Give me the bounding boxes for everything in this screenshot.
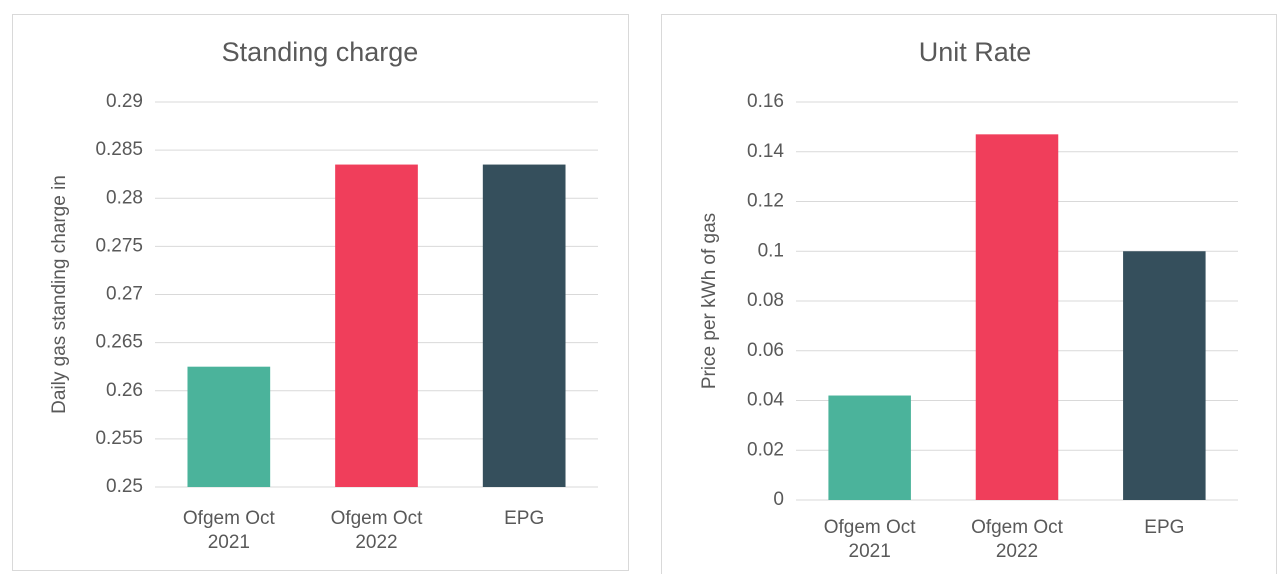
chart-frame <box>661 14 1277 574</box>
bar <box>482 164 566 487</box>
x-tick-label-box: EPG <box>504 508 545 529</box>
y-tick-label: 0.02 <box>747 439 784 460</box>
bar <box>828 395 911 500</box>
y-tick-label: 0.12 <box>747 191 784 212</box>
bar <box>335 164 418 487</box>
y-tick-label: 0.265 <box>95 332 143 353</box>
chart-frame <box>12 14 629 571</box>
x-tick-label-box: Ofgem Oct 2021 <box>182 508 275 553</box>
y-tick-label: 0.29 <box>106 91 143 112</box>
x-tick-label: Ofgem Oct 2022 <box>330 508 423 553</box>
x-tick-label: EPG <box>1144 517 1185 538</box>
y-tick-label: 0.1 <box>758 240 784 261</box>
y-tick-label: 0.06 <box>747 340 784 361</box>
x-tick-label: Ofgem Oct 2022 <box>971 517 1063 562</box>
x-tick-label: EPG <box>504 508 545 529</box>
y-tick-label: 0.26 <box>106 380 143 401</box>
y-tick-label: 0.08 <box>747 290 784 311</box>
y-axis-label: Daily gas standing charge in <box>49 175 70 414</box>
chart-title: Unit Rate <box>919 37 1032 67</box>
y-axis-label: Price per kWh of gas <box>699 213 720 389</box>
x-tick-label: Ofgem Oct 2021 <box>182 508 275 553</box>
y-tick-label: 0.275 <box>95 235 143 256</box>
x-tick-label-box: Ofgem Oct 2021 <box>823 517 916 562</box>
y-tick-label: 0.04 <box>747 390 784 411</box>
x-tick-label-box: Ofgem Oct 2022 <box>971 517 1063 562</box>
y-tick-label: 0.14 <box>747 141 784 162</box>
y-tick-label: 0.16 <box>747 91 784 112</box>
x-tick-label: Ofgem Oct 2021 <box>823 517 916 562</box>
chart-title: Standing charge <box>222 37 419 67</box>
x-tick-label-box: Ofgem Oct 2022 <box>330 508 423 553</box>
bar <box>975 134 1059 500</box>
y-tick-label: 0.25 <box>106 476 143 497</box>
y-tick-label: 0.28 <box>106 187 143 208</box>
y-tick-label: 0.255 <box>95 428 143 449</box>
y-tick-label: 0.27 <box>106 284 143 305</box>
bar <box>1123 251 1206 500</box>
x-tick-label-box: EPG <box>1144 517 1185 538</box>
y-tick-label: 0 <box>773 489 784 510</box>
bar <box>187 366 271 487</box>
y-tick-label: 0.285 <box>95 139 143 160</box>
